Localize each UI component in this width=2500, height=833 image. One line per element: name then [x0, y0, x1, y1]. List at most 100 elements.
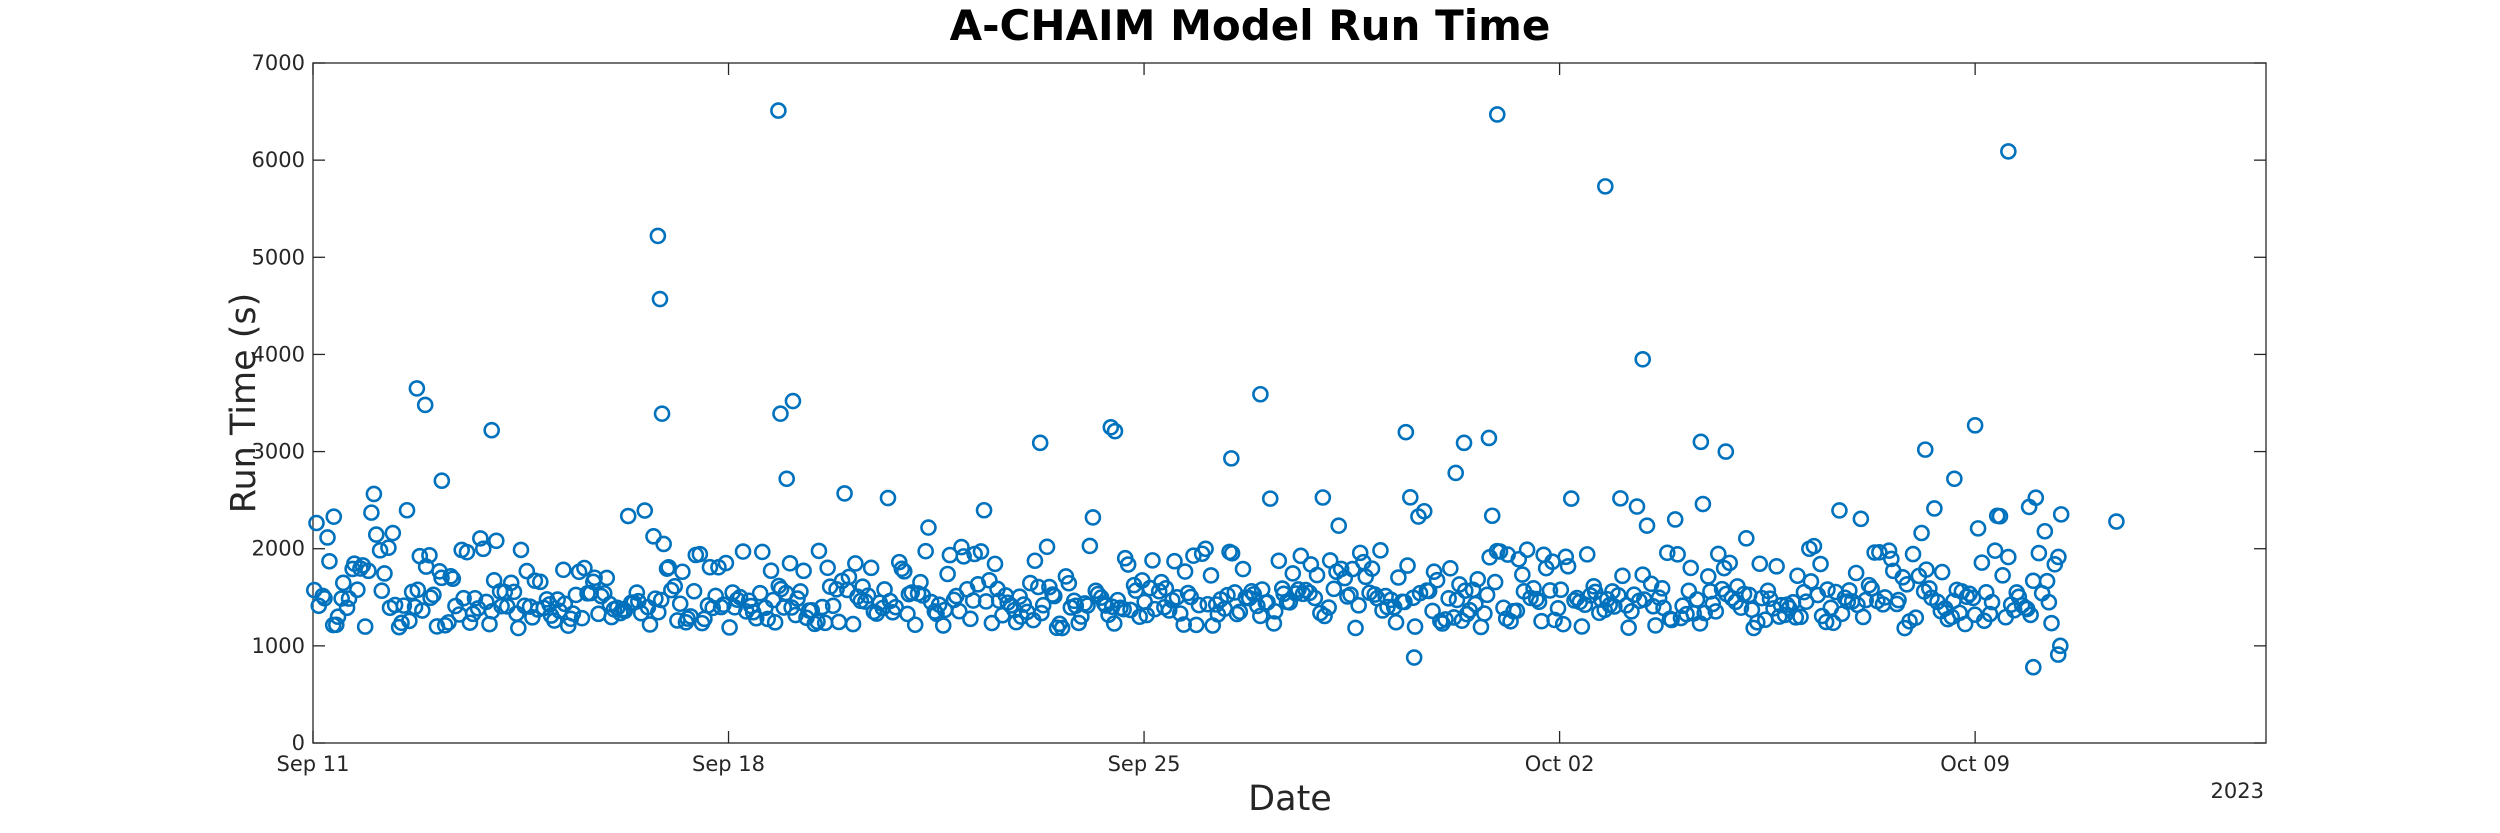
data-point [1831, 502, 1848, 519]
data-point [1325, 580, 1343, 598]
data-point [1696, 604, 1713, 622]
data-point [376, 565, 393, 582]
data-point [510, 619, 527, 637]
data-point [986, 555, 1004, 573]
data-point [1053, 619, 1071, 637]
data-point [1176, 563, 1194, 580]
data-point [436, 617, 454, 634]
data-point [1709, 545, 1727, 563]
data-point [576, 559, 593, 577]
data-point [1372, 542, 1389, 559]
data-point [598, 569, 616, 587]
data-point [1898, 576, 1916, 593]
data-point [2052, 506, 2070, 523]
data-point [1802, 573, 1820, 590]
data-point [917, 542, 934, 560]
x-axis-label: Date [1248, 779, 1332, 819]
data-point [1234, 560, 1252, 578]
data-point-low [2049, 646, 2067, 663]
data-point [1320, 599, 1337, 616]
data-point [814, 598, 831, 616]
data-point [1748, 613, 1766, 631]
data-point-outlier [1692, 433, 1710, 451]
plot-area [312, 62, 2267, 744]
data-point [1638, 517, 1656, 534]
data-point [1628, 498, 1646, 515]
data-point [1918, 561, 1935, 578]
data-point [1890, 591, 1907, 609]
data-point [1933, 563, 1951, 581]
data-point [395, 597, 413, 614]
data-point [766, 614, 784, 631]
data-point [1175, 616, 1193, 633]
data-point [472, 530, 489, 547]
data-point [1961, 585, 1978, 603]
data-point [321, 552, 338, 570]
data-point [1347, 619, 1364, 637]
data-point [1817, 613, 1835, 631]
data-point-outlier [483, 421, 500, 439]
data-point [792, 583, 809, 600]
data-point-outlier [772, 405, 789, 422]
data-point-outlier [408, 380, 426, 397]
data-point [532, 573, 549, 591]
data-point [972, 543, 990, 560]
data-point-outlier [770, 102, 787, 119]
y-axis-label: Run Time (s) [224, 293, 264, 514]
data-point [655, 535, 672, 553]
data-point [701, 558, 719, 576]
data-point [1171, 605, 1189, 622]
data-point [425, 586, 442, 604]
data-point [393, 614, 410, 632]
data-point [1486, 573, 1504, 591]
data-point [844, 615, 862, 633]
data-point [1284, 565, 1302, 582]
data-point [1647, 617, 1664, 634]
data-point [819, 559, 836, 577]
data-point [906, 616, 924, 634]
data-point [953, 538, 970, 556]
data-point [1674, 597, 1691, 615]
axis-ticks [312, 62, 2266, 744]
data-point [1034, 596, 1052, 614]
data-point-outlier [1447, 464, 1465, 482]
data-point [751, 584, 769, 602]
data-point [1904, 545, 1922, 563]
data-point [1678, 605, 1695, 623]
data-point-outlier [1488, 106, 1506, 123]
data-point [1314, 489, 1332, 506]
data-point-outlier [2108, 513, 2125, 530]
data-point [455, 589, 472, 607]
data-point [384, 524, 402, 542]
data-point [1518, 541, 1536, 559]
data-point [903, 584, 921, 601]
data-point [1789, 567, 1806, 585]
data-point [371, 542, 389, 559]
data-point [975, 501, 993, 519]
data-point [1420, 582, 1438, 600]
x-tick-label: Oct 09 [1940, 752, 2010, 776]
data-point [1926, 500, 1943, 517]
data-point [955, 548, 972, 565]
data-point [1038, 538, 1056, 556]
data-point [1185, 547, 1202, 564]
data-point [1994, 567, 2011, 584]
x-tick-label: Sep 25 [1108, 752, 1181, 776]
data-point [380, 539, 397, 556]
data-point [1190, 596, 1208, 614]
data-point [1530, 593, 1548, 611]
data-point [1704, 595, 1722, 613]
data-point [1119, 556, 1137, 573]
data-point [628, 584, 646, 601]
data-point [1852, 510, 1870, 528]
data-point [1456, 582, 1474, 599]
data-point [641, 616, 659, 633]
data-point [556, 595, 574, 613]
data-point [466, 589, 484, 607]
data-point [1751, 555, 1769, 573]
data-point [1469, 570, 1486, 588]
data-point [764, 591, 782, 609]
data-point [1658, 544, 1676, 562]
data-point [2022, 606, 2039, 624]
data-point [1614, 567, 1631, 585]
